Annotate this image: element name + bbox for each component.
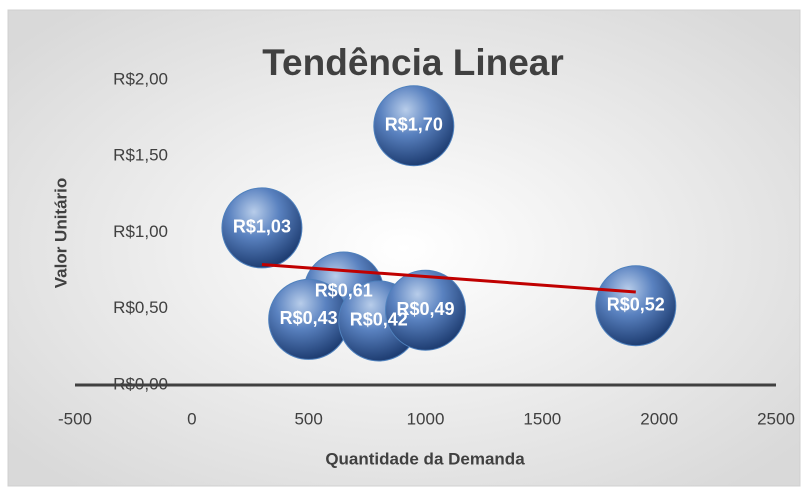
y-tick-label: R$1,00 (113, 222, 168, 241)
data-label: R$0,52 (607, 294, 665, 314)
data-label: R$1,03 (233, 217, 291, 237)
data-label: R$1,70 (385, 115, 443, 135)
x-axis-label: Quantidade da Demanda (325, 449, 525, 468)
bubble (221, 187, 303, 269)
x-tick-label: 2000 (640, 409, 678, 428)
x-tick-label: 1500 (523, 409, 561, 428)
trendline (261, 263, 636, 294)
y-tick-label: R$0,50 (113, 298, 168, 317)
x-tick-label: 0 (187, 409, 196, 428)
y-tick-label: R$2,00 (113, 69, 168, 88)
data-label: R$0,42 (350, 310, 408, 330)
data-label: R$0,61 (315, 281, 373, 301)
x-tick-label: 500 (294, 409, 322, 428)
bubble (373, 85, 455, 167)
y-tick-label: R$1,50 (113, 146, 168, 165)
x-tick-label: 2500 (757, 409, 795, 428)
data-label: R$0,43 (280, 308, 338, 328)
x-tick-label: 1000 (407, 409, 445, 428)
y-axis-label: Valor Unitário (51, 178, 70, 289)
bubble (385, 269, 466, 351)
x-tick-label: -500 (58, 409, 92, 428)
data-label: R$0,49 (396, 299, 454, 319)
bubble (595, 265, 677, 347)
chart-title: Tendência Linear (262, 42, 564, 83)
